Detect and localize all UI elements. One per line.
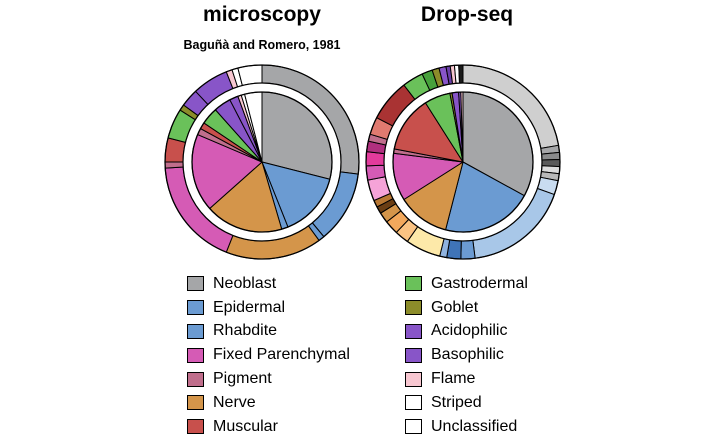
legend-right-label-flame: Flame: [431, 370, 476, 388]
microscopy-pie: [164, 64, 360, 260]
legend-right-swatch-unclassified: [405, 419, 422, 435]
legend-left-label-pigment: Pigment: [213, 370, 272, 388]
legend-left-label-fixed-parenchymal: Fixed Parenchymal: [213, 346, 350, 364]
legend-right-item-striped: Striped: [405, 391, 528, 415]
microscopy-outer-slice-unclassified-13: [237, 64, 263, 86]
legend-right-item-goblet: Goblet: [405, 296, 528, 320]
legend-left-item-muscular: Muscular: [187, 415, 350, 439]
legend-left-item-fixed-parenchymal: Fixed Parenchymal: [187, 343, 350, 367]
dropseq-title: Drop-seq: [420, 3, 514, 26]
dropseq-outer-slice-unclassified-31: [458, 64, 464, 84]
legend-right-label-striped: Striped: [431, 393, 482, 411]
legend-left-label-muscular: Muscular: [213, 417, 278, 435]
legend-left-swatch-muscular: [187, 419, 204, 435]
dropseq-inner-rim: [392, 91, 534, 233]
legend-right-item-basophilic: Basophilic: [405, 343, 528, 367]
legend-left-item-nerve: Nerve: [187, 391, 350, 415]
legend-left-swatch-nerve: [187, 395, 204, 411]
legend-right-swatch-basophilic: [405, 347, 422, 363]
legend-right-swatch-acidophilic: [405, 323, 422, 339]
microscopy-subtitle: Baguñà and Romero, 1981: [183, 38, 341, 52]
dropseq-outer-slice-fixed-parenchymal-19: [365, 151, 385, 167]
legend-left-swatch-neoblast: [187, 276, 204, 292]
legend-right-swatch-goblet: [405, 300, 422, 316]
legend-right-label-goblet: Goblet: [431, 298, 479, 316]
legend-right-item-acidophilic: Acidophilic: [405, 320, 528, 344]
microscopy-outer-rim: [164, 64, 360, 260]
legend-right: Gastrodermal Goblet Acidophilic Basophilic F…: [405, 272, 528, 439]
microscopy-outer-slice-pigment-5: [164, 161, 184, 169]
dropseq-outer-slice-epidermal-8: [460, 239, 476, 260]
legend-right-item-flame: Flame: [405, 367, 528, 391]
legend-right-item-unclassified: Unclassified: [405, 415, 528, 439]
legend-left-item-neoblast: Neoblast: [187, 272, 350, 296]
legend-left-item-pigment: Pigment: [187, 367, 350, 391]
legend-left-item-epidermal: Epidermal: [187, 296, 350, 320]
legend-right-swatch-gastrodermal: [405, 276, 422, 292]
legend-left-label-epidermal: Epidermal: [213, 298, 286, 316]
legend-left-label-neoblast: Neoblast: [213, 274, 277, 292]
legend-right-label-unclassified: Unclassified: [431, 417, 518, 435]
legend-right-swatch-striped: [405, 395, 422, 411]
microscopy-title: microscopy: [203, 3, 321, 26]
legend-left-swatch-pigment: [187, 371, 204, 387]
legend-right-label-gastrodermal: Gastrodermal: [431, 274, 528, 292]
legend-left-swatch-fixed-parenchymal: [187, 347, 204, 363]
legend-left-item-rhabdite: Rhabdite: [187, 320, 350, 344]
dropseq-pie: [365, 64, 561, 260]
legend-left-swatch-epidermal: [187, 300, 204, 316]
legend-right-label-basophilic: Basophilic: [431, 346, 504, 364]
legend-left: Neoblast Epidermal Rhabdite Fixed Parenchym…: [187, 272, 350, 439]
microscopy-inner-rim: [191, 91, 333, 233]
dropseq-outer-slice-neoblast-2: [541, 151, 561, 161]
legend-right-item-gastrodermal: Gastrodermal: [405, 272, 528, 296]
legend-left-label-nerve: Nerve: [213, 393, 256, 411]
legend-left-label-rhabdite: Rhabdite: [213, 322, 278, 340]
legend-right-label-acidophilic: Acidophilic: [431, 322, 508, 340]
legend-right-swatch-flame: [405, 371, 422, 387]
legend-left-swatch-rhabdite: [187, 323, 204, 339]
dropseq-outer-rim: [365, 64, 561, 260]
